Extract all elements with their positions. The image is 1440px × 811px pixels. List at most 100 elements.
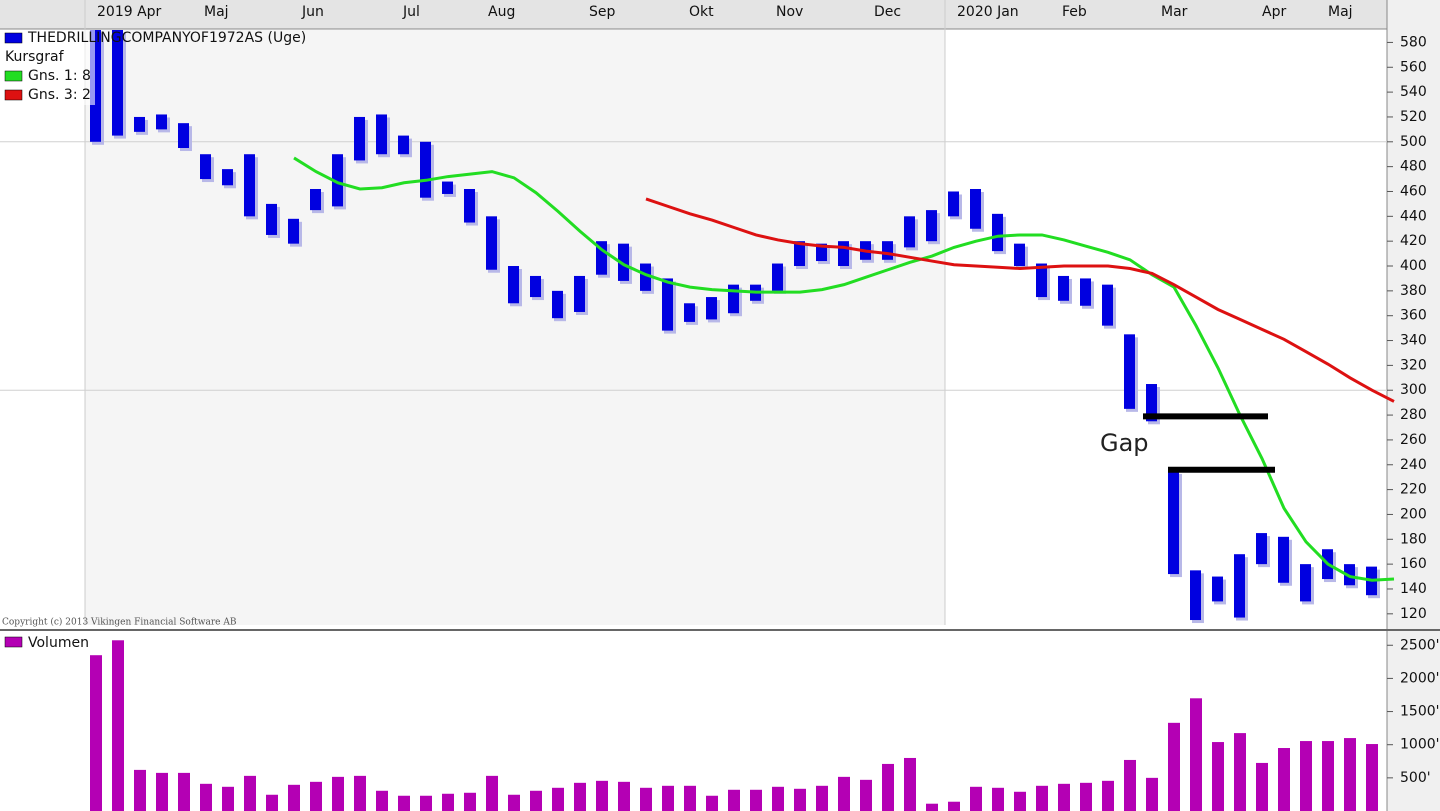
volume-bar [420,795,432,811]
price-bar [486,216,497,270]
volume-bar [1124,759,1136,811]
volume-bar [134,769,146,811]
price-bar [266,203,277,235]
price-bar [1102,284,1113,326]
volume-bar [596,780,608,811]
price-bar [530,275,541,298]
price-bar [200,154,211,180]
price-bar [288,218,299,244]
volume-bar [882,763,894,811]
volume-bar [662,785,674,811]
volume-bar [486,775,498,811]
value-axis-bar [1387,0,1440,811]
volume-bar [90,655,102,811]
legend-label: Gns. 3: 2 [28,87,91,103]
volume-bar [244,775,256,811]
price-bar [926,210,937,242]
volume-bar [156,772,168,811]
plot-layer: 2019 Apr Maj Jun Jul Aug Sep Okt Nov Dec 2020 Jan… [0,4,1439,811]
volume-bar [926,803,938,811]
volume-bar [1234,733,1246,811]
price-bar [1234,554,1245,618]
x-tick-label: 2020 Jan [957,4,1019,20]
x-tick-label: Aug [488,4,515,20]
volume-bar [266,794,278,811]
average-line [293,156,1395,582]
volume-bar [222,786,234,811]
x-tick-label: Feb [1062,4,1087,20]
price-bar [1190,570,1201,621]
price-bar [794,241,805,267]
price-bar [706,297,717,320]
volume-bar [750,789,762,811]
y-tick-label: 400 [1400,258,1427,274]
y-tick-label: 180 [1400,531,1427,547]
volume-bar [288,784,300,811]
legend-label: Volumen [28,635,89,651]
price-bar [508,266,519,304]
price-bar [244,154,255,217]
y-tick-label: 200 [1400,506,1427,522]
y-tick-label: 120 [1400,606,1427,622]
volume-bar [838,776,850,811]
price-bar [882,241,893,260]
legend-label: Gns. 1: 8 [28,68,91,84]
y-tick-label: 320 [1400,357,1427,373]
price-bar [310,188,321,211]
volume-bar [310,781,322,811]
price-bar [552,290,563,319]
price-bar [178,123,189,149]
volume-bar [816,785,828,811]
x-tick-label: Maj [1328,4,1353,20]
price-bar [948,191,959,217]
y-tick-label: 220 [1400,482,1427,498]
volume-bar [1036,785,1048,811]
y-tick-label: 500 [1400,134,1427,150]
x-tick-label: Mar [1161,4,1188,20]
y-tick-label: 140 [1400,581,1427,597]
x-tick-label: Sep [589,4,616,20]
volume-bar [684,785,696,811]
price-bar [684,303,695,322]
volume-bar [552,787,564,811]
price-bar [640,263,651,291]
volume-bar [508,794,520,811]
y-tick-label: 360 [1400,308,1427,324]
x-tick-label: Dec [874,4,901,20]
volume-bar [904,757,916,811]
x-tick-label: 2019 Apr [97,4,162,20]
legend-label: Kursgraf [5,49,65,65]
price-bar [1278,536,1289,583]
y-tick-label: 160 [1400,556,1427,572]
price-bar [992,213,1003,252]
price-bar [618,243,629,281]
volume-bar [200,783,212,811]
volume-bar [1256,762,1268,811]
volume-bar [178,772,190,811]
price-bar [970,188,981,229]
y-tick-label: 280 [1400,407,1427,423]
volume-bar [1344,738,1356,811]
price-bar [1014,243,1025,267]
volume-bar [1014,791,1026,811]
price-bar [772,263,783,291]
volume-bar [530,790,542,811]
legend-label: THEDRILLINGCOMPANYOF1972AS (Uge) [27,30,306,46]
price-bar [1256,533,1267,565]
price-bar [1168,470,1179,575]
price-bar [662,278,673,331]
volume-bar [1322,741,1334,811]
average-line [645,197,1395,403]
annotation: Gap [1100,429,1149,457]
price-bar [1036,263,1047,298]
price-bar [574,275,585,312]
volume-bar [332,776,344,811]
volume-bar [618,781,630,811]
x-tick-label: Jun [301,4,324,20]
y-tick-label: 260 [1400,432,1427,448]
y-tick-label: 2500' [1400,637,1439,653]
volume-bar [1080,782,1092,811]
x-tick-label: Nov [776,4,803,20]
legend-marker [4,636,23,648]
y-tick-label: 2000' [1400,670,1439,686]
